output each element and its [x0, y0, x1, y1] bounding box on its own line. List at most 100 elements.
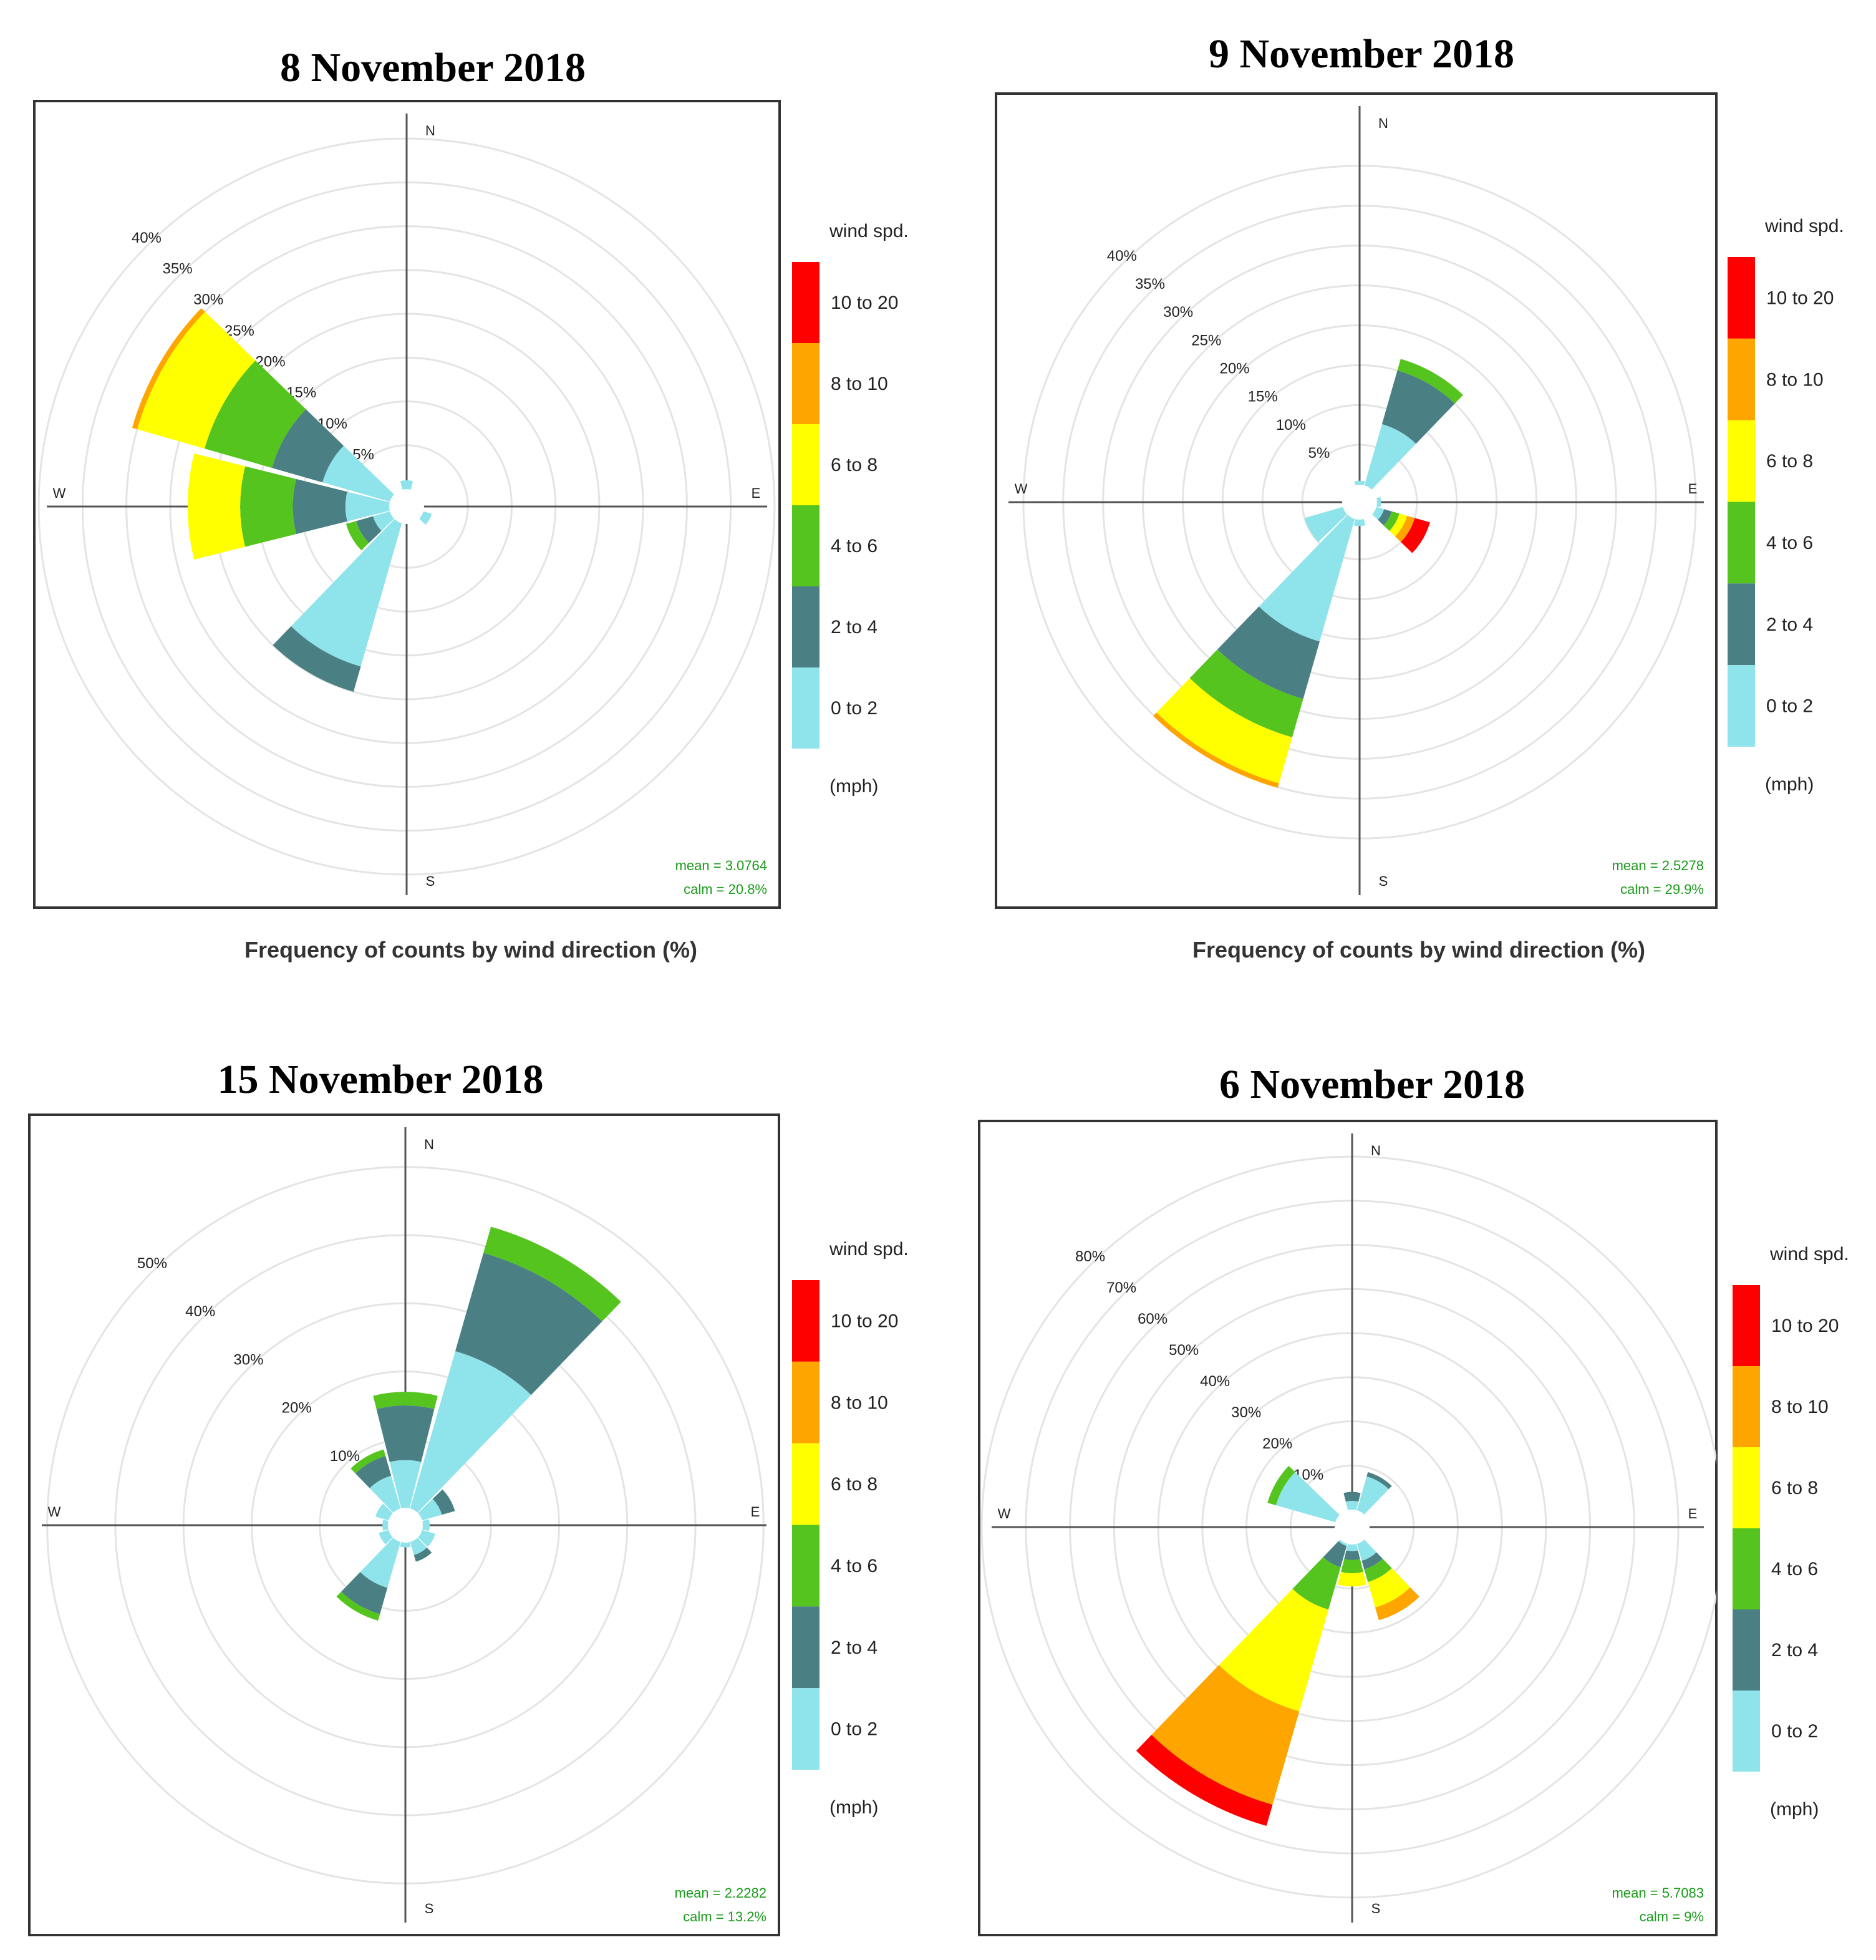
rose-segment [345, 492, 390, 522]
legend-label: 0 to 2 [831, 698, 878, 719]
tick-label: 50% [137, 1255, 167, 1272]
rose-segment [1381, 370, 1455, 444]
rose-segment [205, 360, 306, 468]
legend-swatch [792, 505, 820, 586]
rose-segment [1153, 712, 1279, 788]
cardinal-e: E [1688, 1506, 1698, 1521]
rose-plot-area: 5%10% 15% 20% 25% 30% 35% 40% N S E W [1008, 106, 1704, 895]
plot-frame [33, 100, 781, 909]
rose-segment [483, 1226, 621, 1322]
legend-label: 0 to 2 [1771, 1721, 1818, 1742]
legend-label: 2 to 4 [1771, 1640, 1818, 1661]
legend-swatch [792, 1606, 820, 1689]
legend-label: 10 to 20 [1771, 1316, 1839, 1336]
rose-segment [355, 1456, 392, 1488]
rose-segment [1219, 1589, 1329, 1712]
cardinal-s: S [425, 1901, 434, 1916]
mean-label: mean = 2.5278 [1612, 858, 1704, 873]
legend-label: 2 to 4 [831, 1637, 878, 1658]
rose-segment [410, 1538, 427, 1555]
rose-segment [240, 466, 296, 547]
rose-segment [1323, 1541, 1347, 1568]
legend-swatch [1728, 257, 1755, 339]
legend-swatch [792, 262, 820, 343]
rose-segment [1353, 519, 1366, 526]
legend-swatch [792, 1525, 820, 1607]
cardinal-n: N [425, 123, 435, 138]
legend-swatch [792, 424, 820, 505]
rose-segment [360, 1538, 401, 1588]
legend-swatch [792, 343, 820, 424]
legend-swatch [792, 1443, 820, 1525]
legend-units: (mph) [1770, 1799, 1819, 1820]
calm-label: calm = 29.9% [1620, 881, 1704, 897]
legend-label: 6 to 8 [831, 455, 878, 475]
plot-frame [28, 1113, 780, 1936]
tick-label: 35% [1135, 276, 1165, 293]
legend-label: 2 to 4 [831, 617, 878, 638]
rose-segment [1304, 507, 1347, 542]
legend-swatch [1728, 583, 1755, 666]
legend-swatch [1728, 502, 1755, 584]
cardinal-s: S [1379, 873, 1388, 889]
cardinal-n: N [1378, 115, 1388, 131]
tick-label: 30% [193, 291, 223, 308]
rose-segment [346, 521, 369, 551]
legend-units: (mph) [829, 776, 878, 797]
panel-8-november: 8 November 2018 5%10%15%20%25%30%35%40%N… [33, 45, 909, 963]
plot-frame [978, 1120, 1718, 1936]
rose-segment [455, 1253, 602, 1395]
tick-label: 40% [1107, 248, 1137, 264]
legend-title: wind spd. [829, 221, 909, 241]
rose-segment [1275, 1472, 1340, 1523]
rose-segment [1389, 513, 1408, 536]
rose-segment [1151, 1665, 1300, 1805]
rose-segment [400, 1542, 411, 1548]
axis-caption: Frequency of counts by wind direction (%… [1192, 937, 1645, 963]
calm-label: calm = 9% [1640, 1909, 1704, 1924]
panel-title: 9 November 2018 [1209, 31, 1514, 77]
legend-swatch [792, 667, 820, 749]
calm-circle [389, 489, 424, 524]
axis-caption: Frequency of counts by wind direction (%… [244, 937, 697, 963]
plot-frame [995, 92, 1718, 909]
cardinal-s: S [426, 873, 435, 889]
cardinal-e: E [752, 485, 761, 501]
rose-segment [1267, 1465, 1295, 1505]
rose-segment [356, 516, 382, 543]
tick-label: 5% [1308, 445, 1330, 462]
rose-segment [1156, 678, 1292, 784]
cardinal-w: W [1015, 481, 1028, 497]
legend-units: (mph) [1765, 774, 1814, 795]
rose-segment [132, 308, 205, 430]
legend-label: 4 to 6 [831, 1556, 878, 1576]
cardinal-e: E [1688, 481, 1698, 497]
rose-segment [369, 1475, 401, 1513]
rose-segment [418, 1498, 442, 1521]
rose-segment [1383, 511, 1400, 531]
cardinal-w: W [53, 485, 66, 501]
rose-segment [418, 1530, 435, 1547]
tick-label: 40% [132, 230, 162, 246]
rose-segment [1259, 515, 1355, 642]
panel-title: 15 November 2018 [217, 1057, 543, 1102]
legend-title: wind spd. [1764, 216, 1844, 236]
legend-swatch [1733, 1691, 1760, 1772]
legend-swatch [792, 1280, 820, 1362]
legend-label: 4 to 6 [831, 536, 878, 556]
mean-label: mean = 2.2282 [675, 1885, 766, 1901]
panel-15-november: 15 November 2018 10% 20% 30% 40% 50% N S E Wwind… [28, 1057, 909, 1936]
rose-segment [1397, 359, 1463, 404]
legend: wind spd. 10 to 20 8 to 10 6 to 8 4 to 6 2 to… [792, 221, 909, 797]
rose-segment [1343, 1492, 1361, 1502]
tick-label: 20% [1262, 1435, 1292, 1452]
rose-segment [1366, 1472, 1392, 1490]
legend-label: 4 to 6 [1766, 533, 1813, 553]
calm-label: calm = 13.2% [683, 1909, 766, 1924]
tick-label: 40% [1200, 1373, 1230, 1390]
legend-swatch [1728, 665, 1755, 747]
